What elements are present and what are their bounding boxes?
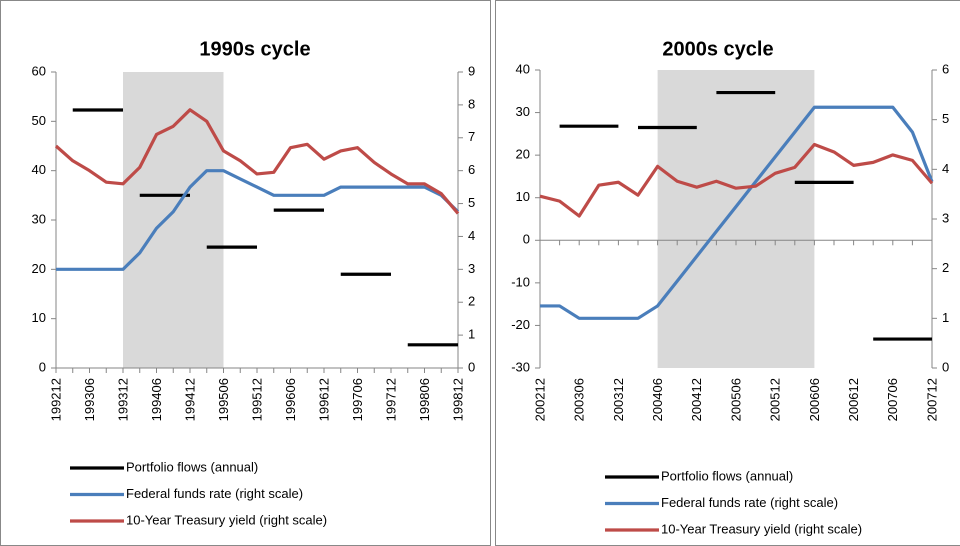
y-tick-label: 50 [32,113,46,128]
y-tick-label: 10 [516,189,530,204]
x-tick-label: 200212 [532,378,547,421]
x-tick-label: 200512 [768,378,783,421]
y2-tick-label: 7 [468,129,475,144]
series-line [539,142,934,218]
y2-tick-label: 2 [468,294,475,309]
x-tick-label: 200306 [572,378,587,421]
y-tick-label: 60 [32,63,46,78]
y-tick-label: 20 [516,147,530,162]
x-tick-label: 200606 [807,378,822,421]
series-line [540,105,934,320]
x-tick-label: 199806 [417,378,432,421]
x-tick-label: 199312 [115,378,130,421]
y-tick-label: 40 [516,61,530,76]
y-tick-label: 30 [32,211,46,226]
y2-tick-label: 6 [468,162,475,177]
legend-label: Portfolio flows (annual) [126,459,258,474]
x-tick-label: 200406 [650,378,665,421]
y2-tick-label: 4 [468,228,475,243]
chart-title: 2000s cycle [662,38,773,60]
y-tick-label: -10 [511,274,530,289]
x-tick-label: 200506 [728,378,743,421]
x-tick-label: 200412 [689,378,704,421]
y-tick-label: 20 [32,261,46,276]
x-tick-label: 200612 [846,378,861,421]
x-tick-label: 199212 [48,378,63,421]
x-tick-label: 199506 [216,378,231,421]
x-tick-label: 199612 [316,378,331,421]
x-tick-label: 200706 [885,378,900,421]
x-tick-label: 199406 [149,378,164,421]
x-tick-label: 199712 [383,378,398,421]
x-tick-label: 199412 [182,378,197,421]
y2-tick-label: 1 [468,327,475,342]
x-tick-label: 199306 [82,378,97,421]
y2-tick-label: 2 [942,260,949,275]
y-tick-label: 40 [32,162,46,177]
shaded-period [657,70,815,368]
shaded-period [123,72,224,368]
y2-tick-label: 5 [942,111,949,126]
legend-label: Federal funds rate (right scale) [661,495,838,510]
y-tick-label: 10 [32,310,46,325]
y2-tick-label: 3 [942,210,949,225]
chart-title: 1990s cycle [199,38,310,60]
legend-label: 10-Year Treasury yield (right scale) [661,521,862,536]
x-tick-label: 200712 [924,378,939,421]
y-tick-label: 0 [39,359,46,374]
x-tick-label: 199606 [283,378,298,421]
legend-label: Federal funds rate (right scale) [126,486,303,501]
y-tick-label: 30 [516,104,530,119]
y-tick-label: -20 [511,317,530,332]
y2-tick-label: 0 [942,359,949,374]
y2-tick-label: 8 [468,96,475,111]
x-tick-label: 199512 [249,378,264,421]
series-line [56,169,460,271]
panel-frame [0,0,491,546]
y-tick-label: -30 [511,359,530,374]
y2-tick-label: 5 [468,195,475,210]
y-tick-label: 0 [523,232,530,247]
legend-label: Portfolio flows (annual) [661,468,793,483]
y2-tick-label: 6 [942,61,949,76]
y2-tick-label: 3 [468,261,475,276]
y2-tick-label: 9 [468,63,475,78]
y2-tick-label: 1 [942,310,949,325]
x-tick-label: 199812 [450,378,465,421]
legend-label: 10-Year Treasury yield (right scale) [126,512,327,527]
y2-tick-label: 0 [468,359,475,374]
y2-tick-label: 4 [942,161,949,176]
x-tick-label: 200312 [611,378,626,421]
series-line [54,108,460,215]
x-tick-label: 199706 [350,378,365,421]
